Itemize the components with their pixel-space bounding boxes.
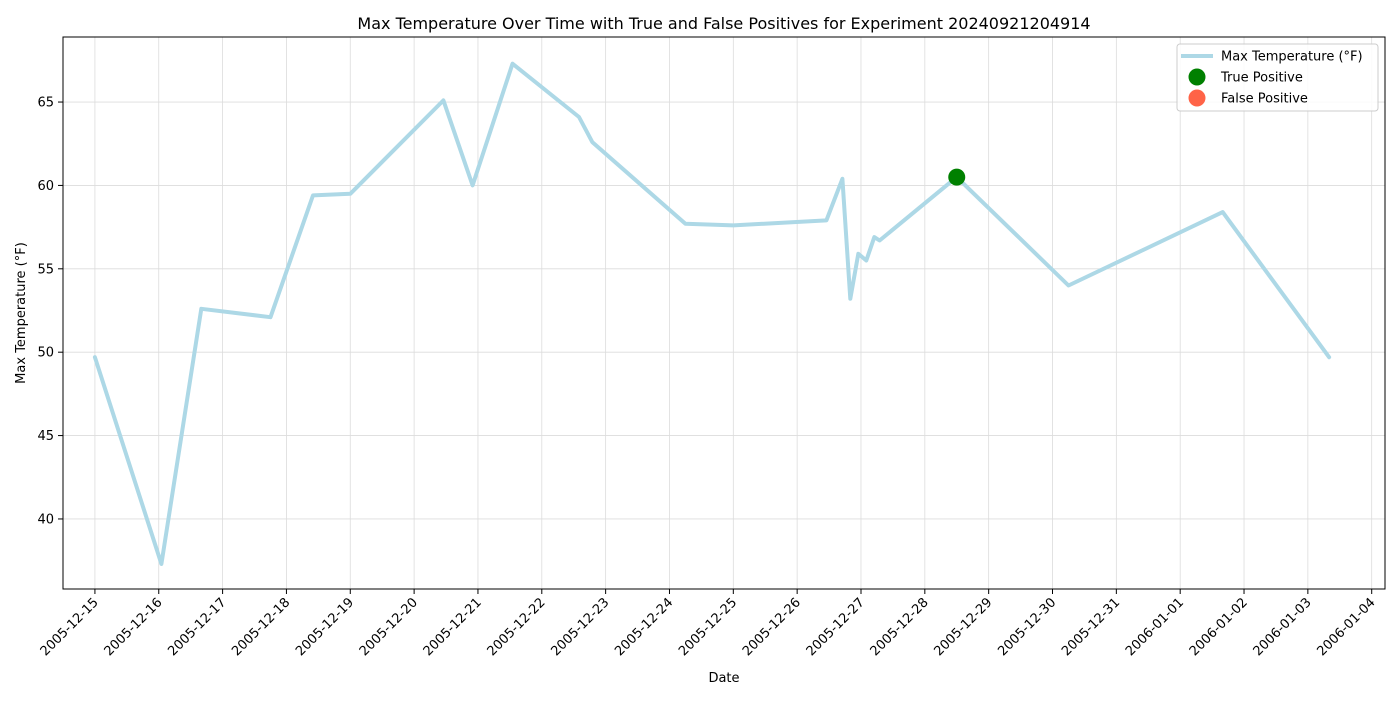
plot-area-frame — [62, 36, 1386, 590]
plot-series — [92, 61, 1332, 566]
legend-label-true-positive: True Positive — [1220, 71, 1303, 86]
chart-title: Max Temperature Over Time with True and … — [357, 14, 1090, 33]
y-tick-label: 40 — [37, 512, 54, 527]
true-positive-point — [948, 168, 966, 186]
y-tick-label: 60 — [37, 179, 54, 194]
legend-label-false-positive: False Positive — [1221, 92, 1308, 107]
y-axis-label: Max Temperature (°F) — [14, 242, 29, 384]
legend: Max Temperature (°F) True Positive False P… — [1176, 43, 1379, 112]
legend-label-max-temperature-f: Max Temperature (°F) — [1221, 50, 1363, 65]
y-tick-label: 50 — [37, 346, 54, 361]
y-tick-label: 45 — [37, 429, 54, 444]
x-axis-label: Date — [708, 671, 739, 686]
grid-lines — [63, 37, 1385, 589]
legend-swatch-marker — [1188, 68, 1206, 86]
legend-swatch-marker — [1188, 89, 1206, 107]
y-tick-label: 65 — [37, 96, 54, 111]
legend-box — [1176, 43, 1379, 112]
max-temperature-line — [92, 61, 1332, 566]
y-tick-label: 55 — [37, 262, 54, 277]
